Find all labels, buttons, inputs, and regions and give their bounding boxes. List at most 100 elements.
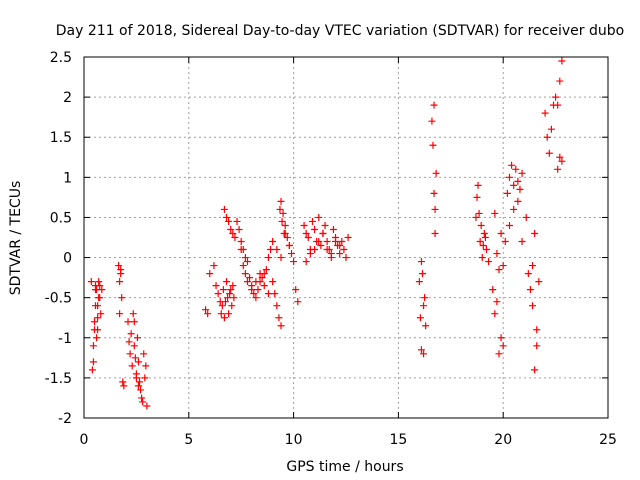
y-tick-label: 0: [63, 251, 72, 267]
data-point: [308, 217, 316, 225]
y-tick-label: 0.5: [50, 210, 72, 226]
data-point: [315, 238, 323, 246]
data-point: [495, 266, 503, 274]
data-point: [421, 294, 429, 302]
y-tick-label: 1.5: [50, 130, 72, 146]
data-point: [302, 258, 310, 266]
data-point: [132, 370, 140, 378]
data-point: [241, 270, 249, 278]
data-point: [514, 177, 522, 185]
data-point: [130, 318, 138, 326]
data-point: [499, 342, 507, 350]
data-point: [252, 278, 260, 286]
data-point: [264, 290, 272, 298]
data-point: [529, 262, 537, 270]
data-point: [336, 250, 344, 258]
data-point: [472, 213, 480, 221]
data-point: [340, 246, 348, 254]
data-point: [323, 246, 331, 254]
data-point: [277, 254, 285, 262]
data-point: [300, 221, 308, 229]
x-tick-label: 0: [80, 432, 89, 448]
data-point: [292, 286, 300, 294]
data-point: [505, 221, 513, 229]
data-point: [342, 254, 350, 262]
data-point: [273, 246, 281, 254]
data-point: [524, 270, 532, 278]
data-point: [420, 350, 428, 358]
data-point: [224, 294, 232, 302]
data-point: [269, 238, 277, 246]
data-point: [90, 318, 98, 326]
data-point: [231, 234, 239, 241]
data-point: [332, 238, 340, 246]
data-point: [128, 362, 136, 370]
ticks: [83, 56, 609, 419]
data-point: [480, 229, 488, 237]
data-point: [311, 225, 319, 233]
data-point: [497, 334, 505, 342]
x-tick-labels: 0 5 10 15 20 25: [80, 432, 617, 448]
data-point: [262, 266, 270, 274]
data-point: [294, 298, 302, 306]
data-point: [92, 286, 100, 294]
data-point: [430, 189, 438, 197]
data-point: [210, 262, 218, 270]
data-point: [315, 213, 323, 221]
data-point: [246, 274, 254, 282]
data-point: [510, 181, 518, 189]
data-point: [288, 250, 296, 258]
data-point: [125, 338, 133, 346]
data-point: [283, 234, 291, 241]
data-point: [225, 217, 233, 225]
data-point: [136, 378, 144, 386]
data-point: [116, 310, 124, 318]
data-point: [547, 125, 555, 133]
data-point: [321, 221, 329, 229]
data-point: [477, 221, 485, 229]
x-tick-label: 20: [494, 432, 512, 448]
data-point: [226, 290, 234, 298]
data-point: [516, 185, 524, 193]
data-point: [522, 213, 530, 221]
data-point: [336, 242, 344, 250]
data-point: [116, 278, 124, 286]
data-point: [134, 382, 142, 390]
data-point: [518, 238, 526, 246]
data-point: [133, 334, 141, 342]
y-tick-label: -0.5: [45, 291, 72, 307]
data-point: [518, 169, 526, 177]
data-point: [415, 278, 423, 286]
data-point: [489, 286, 497, 294]
data-point: [497, 229, 505, 237]
data-point: [130, 342, 138, 350]
data-point: [250, 290, 258, 298]
data-point: [493, 250, 501, 258]
data-point: [239, 262, 247, 270]
data-point: [417, 346, 425, 354]
data-point: [94, 314, 102, 322]
data-point: [556, 77, 564, 85]
data-point: [96, 294, 104, 302]
data-point: [223, 278, 231, 286]
data-point: [306, 250, 314, 258]
data-point: [214, 290, 222, 298]
data-point: [476, 238, 484, 246]
data-point: [212, 282, 220, 290]
data-point: [531, 229, 539, 237]
x-tick-label: 10: [285, 432, 303, 448]
data-point: [271, 290, 279, 298]
data-point: [223, 213, 231, 221]
data-point: [260, 282, 268, 290]
y-tick-labels: -2 -1.5 -1 -0.5 0 0.5 1 1.5 2 2.5: [45, 50, 72, 427]
data-point: [131, 354, 139, 362]
data-point: [558, 157, 566, 165]
data-point: [277, 322, 285, 330]
data-point: [329, 225, 337, 233]
data-point: [97, 310, 105, 318]
data-point: [416, 314, 424, 322]
data-point: [217, 310, 225, 318]
data-point: [228, 302, 236, 310]
data-point: [229, 229, 237, 237]
